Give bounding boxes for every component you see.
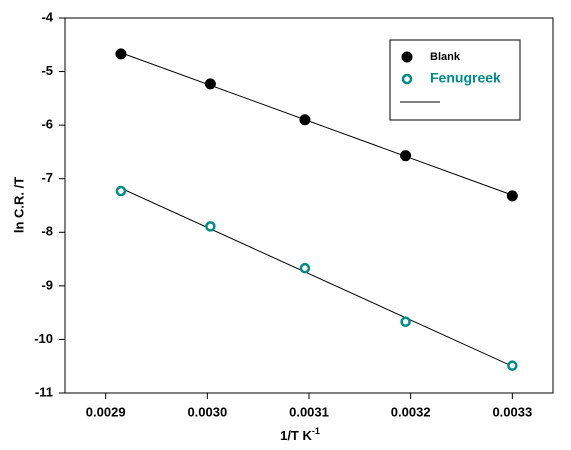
x-axis-label-main: 1/T K <box>280 428 312 443</box>
data-point <box>115 185 127 197</box>
data-point <box>506 190 518 202</box>
data-point <box>299 114 311 126</box>
y-axis-label: ln C.R. /T <box>11 177 26 233</box>
y-tick-label: -11 <box>35 384 53 399</box>
y-tick-label: -10 <box>34 331 53 346</box>
legend-marker <box>401 51 413 63</box>
data-point <box>204 78 216 90</box>
data-point <box>400 150 412 162</box>
x-tick-label: 0.0029 <box>86 404 126 419</box>
data-point <box>115 48 127 60</box>
data-point <box>299 262 311 274</box>
x-axis-label-sup: -1 <box>312 426 320 436</box>
fit-line <box>120 52 513 196</box>
data-point <box>205 221 216 232</box>
data-point <box>400 316 411 327</box>
y-tick-label: -9 <box>41 277 53 292</box>
y-tick-label: -7 <box>41 170 53 185</box>
legend-label: Fenugreek <box>430 70 501 86</box>
y-tick-label: -5 <box>41 63 53 78</box>
x-tick-label: 0.0031 <box>289 404 329 419</box>
y-tick-label: -8 <box>41 224 53 239</box>
y-tick-label: -4 <box>41 9 53 24</box>
y-tick-label: -6 <box>41 117 53 132</box>
legend-label: Blank <box>430 51 461 63</box>
x-tick-label: 0.0030 <box>187 404 227 419</box>
x-tick-label: 0.0032 <box>391 404 431 419</box>
data-point <box>507 360 518 371</box>
legend-marker <box>401 73 413 85</box>
x-axis-label: 1/T K-1 <box>280 426 320 443</box>
fit-line <box>120 187 513 367</box>
x-tick-label: 0.0033 <box>492 404 532 419</box>
